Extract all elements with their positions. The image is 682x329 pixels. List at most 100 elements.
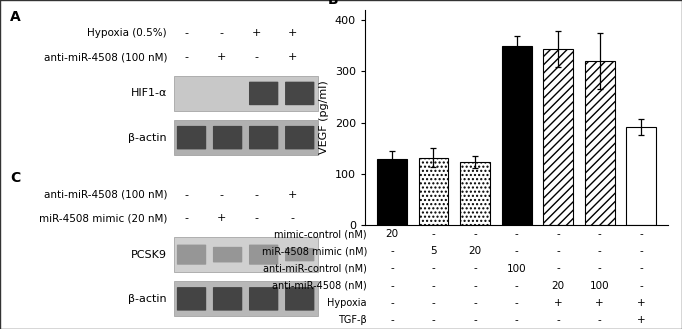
Bar xyxy=(626,127,656,225)
Text: 20: 20 xyxy=(552,281,565,291)
Text: +: + xyxy=(217,52,226,62)
Text: -: - xyxy=(390,264,394,273)
Text: HIF1-α: HIF1-α xyxy=(131,89,167,98)
Text: -: - xyxy=(432,316,435,325)
Bar xyxy=(173,282,318,316)
Text: +: + xyxy=(637,316,646,325)
Text: -: - xyxy=(598,229,602,239)
FancyBboxPatch shape xyxy=(285,248,314,261)
FancyBboxPatch shape xyxy=(177,287,206,311)
FancyBboxPatch shape xyxy=(285,287,314,311)
Text: -: - xyxy=(184,28,188,38)
Text: -: - xyxy=(184,213,188,223)
Text: -: - xyxy=(255,190,259,200)
Text: 20: 20 xyxy=(385,229,398,239)
Text: -: - xyxy=(557,229,560,239)
Text: C: C xyxy=(10,171,20,185)
Text: +: + xyxy=(554,298,563,308)
Text: -: - xyxy=(640,246,643,256)
Text: -: - xyxy=(220,190,224,200)
FancyBboxPatch shape xyxy=(249,126,278,149)
Text: -: - xyxy=(473,316,477,325)
Text: Hypoxia (0.5%): Hypoxia (0.5%) xyxy=(87,28,167,38)
Text: Hypoxia: Hypoxia xyxy=(327,298,367,308)
Text: +: + xyxy=(595,298,604,308)
FancyBboxPatch shape xyxy=(285,82,314,105)
Text: -: - xyxy=(220,28,224,38)
Text: -: - xyxy=(432,298,435,308)
Text: -: - xyxy=(515,298,518,308)
Text: mimic-control (nM): mimic-control (nM) xyxy=(274,229,367,239)
FancyBboxPatch shape xyxy=(177,244,206,265)
FancyBboxPatch shape xyxy=(177,126,206,149)
Text: +: + xyxy=(287,52,297,62)
Bar xyxy=(173,237,318,272)
Text: -: - xyxy=(255,213,259,223)
Text: anti-miR-4508 (nM): anti-miR-4508 (nM) xyxy=(272,281,367,291)
Text: 5: 5 xyxy=(430,246,436,256)
Text: β-actin: β-actin xyxy=(128,133,167,143)
Text: -: - xyxy=(640,229,643,239)
Text: +: + xyxy=(252,28,261,38)
Text: -: - xyxy=(473,298,477,308)
Text: miR-4508 mimic (nM): miR-4508 mimic (nM) xyxy=(262,246,367,256)
Text: -: - xyxy=(432,281,435,291)
Text: -: - xyxy=(640,264,643,273)
Text: -: - xyxy=(184,52,188,62)
Bar xyxy=(173,120,318,155)
Text: -: - xyxy=(598,264,602,273)
Bar xyxy=(544,49,573,225)
Text: -: - xyxy=(515,281,518,291)
Bar xyxy=(584,61,614,225)
Text: miR-4508 mimic (20 nM): miR-4508 mimic (20 nM) xyxy=(39,213,167,223)
FancyBboxPatch shape xyxy=(213,287,242,311)
Text: A: A xyxy=(10,10,20,24)
Text: anti-miR-control (nM): anti-miR-control (nM) xyxy=(263,264,367,273)
Text: 100: 100 xyxy=(590,281,610,291)
Text: +: + xyxy=(287,28,297,38)
Text: -: - xyxy=(390,246,394,256)
Text: -: - xyxy=(515,316,518,325)
Text: -: - xyxy=(515,246,518,256)
Text: -: - xyxy=(515,229,518,239)
Text: PCSK9: PCSK9 xyxy=(131,250,167,260)
FancyBboxPatch shape xyxy=(285,126,314,149)
Bar xyxy=(502,46,531,225)
Text: -: - xyxy=(390,316,394,325)
Text: anti-miR-4508 (100 nM): anti-miR-4508 (100 nM) xyxy=(44,52,167,62)
Text: 20: 20 xyxy=(469,246,481,256)
FancyBboxPatch shape xyxy=(249,82,278,105)
Text: -: - xyxy=(473,264,477,273)
Text: 100: 100 xyxy=(507,264,527,273)
Text: -: - xyxy=(557,264,560,273)
Text: -: - xyxy=(640,281,643,291)
Text: β-actin: β-actin xyxy=(128,294,167,304)
FancyBboxPatch shape xyxy=(249,287,278,311)
Text: -: - xyxy=(390,298,394,308)
Text: -: - xyxy=(432,264,435,273)
FancyBboxPatch shape xyxy=(213,247,242,263)
Text: B: B xyxy=(327,0,338,7)
Text: -: - xyxy=(557,316,560,325)
Text: -: - xyxy=(473,281,477,291)
Bar xyxy=(460,162,490,225)
Bar xyxy=(377,159,407,225)
Text: -: - xyxy=(255,52,259,62)
Text: +: + xyxy=(287,190,297,200)
Text: -: - xyxy=(290,213,294,223)
FancyBboxPatch shape xyxy=(213,126,242,149)
Y-axis label: VEGF (pg/ml): VEGF (pg/ml) xyxy=(319,81,329,155)
Text: -: - xyxy=(557,246,560,256)
Text: anti-miR-4508 (100 nM): anti-miR-4508 (100 nM) xyxy=(44,190,167,200)
Text: +: + xyxy=(637,298,646,308)
Text: -: - xyxy=(598,316,602,325)
Text: -: - xyxy=(432,229,435,239)
Text: -: - xyxy=(390,281,394,291)
Bar xyxy=(173,76,318,111)
Bar xyxy=(419,158,449,225)
Text: -: - xyxy=(184,190,188,200)
Text: +: + xyxy=(217,213,226,223)
Text: -: - xyxy=(598,246,602,256)
Text: -: - xyxy=(473,229,477,239)
Text: TGF-β: TGF-β xyxy=(338,316,367,325)
